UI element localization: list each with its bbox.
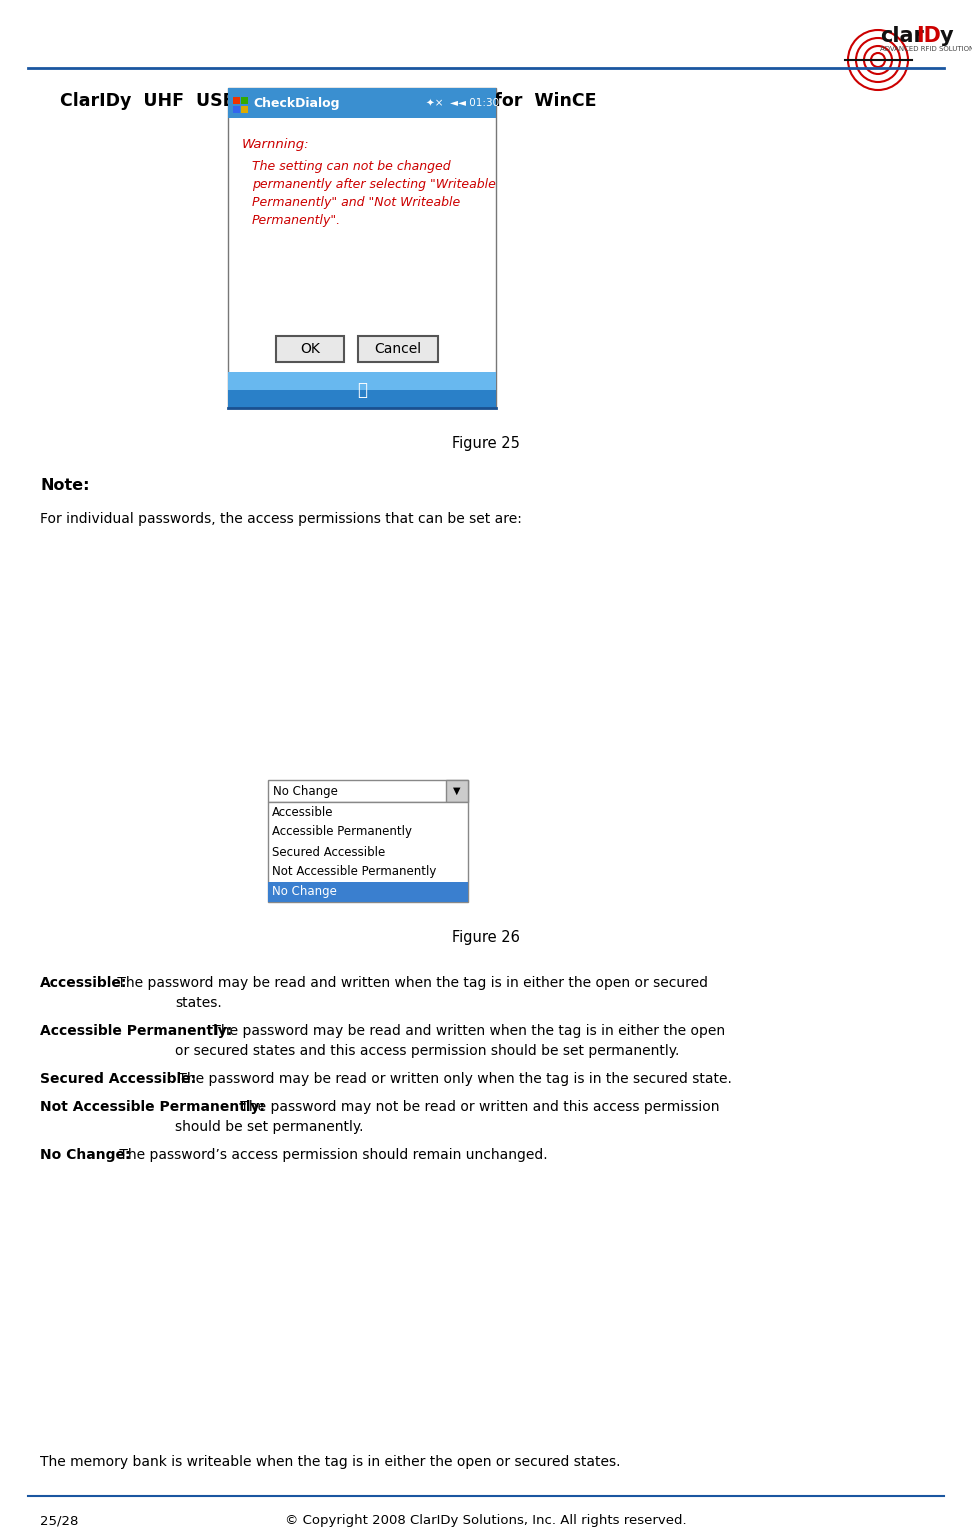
Text: ID: ID [916,26,941,46]
Text: No Change: No Change [273,785,338,797]
Text: or secured states and this access permission should be set permanently.: or secured states and this access permis… [175,1044,679,1058]
Bar [268,882,468,902]
Text: OK: OK [300,343,320,356]
Bar [446,780,468,802]
Text: ClarIDy  UHF  USB  Reader  Demo  Program  for  WinCE: ClarIDy UHF USB Reader Demo Program for … [60,92,597,111]
Text: Figure 25: Figure 25 [452,436,520,452]
Text: The password may be read and written when the tag is in either the open: The password may be read and written whe… [208,1025,725,1038]
Text: CheckDialog: CheckDialog [253,97,339,109]
Text: ✦×  ◄◄ 01:30: ✦× ◄◄ 01:30 [426,98,500,108]
Text: states.: states. [175,995,222,1011]
Text: 25/28: 25/28 [40,1514,79,1527]
Bar [268,780,468,802]
Bar [233,106,240,114]
Text: Figure 26: Figure 26 [452,929,520,945]
Text: No Change: No Change [272,885,337,899]
Text: Accessible: Accessible [272,805,333,819]
Text: Cancel: Cancel [374,343,422,356]
Text: ⌸: ⌸ [357,381,367,399]
Text: Not Accessible Permanently: Not Accessible Permanently [272,865,436,879]
Bar [233,97,240,104]
Text: For individual passwords, the access permissions that can be set are:: For individual passwords, the access per… [40,511,522,525]
Text: Note:: Note: [40,478,89,493]
Text: Accessible:: Accessible: [40,975,127,991]
Bar [268,802,468,902]
Bar [241,97,248,104]
Text: Accessible Permanently: Accessible Permanently [272,825,412,839]
Text: ADVANCED RFID SOLUTIONS: ADVANCED RFID SOLUTIONS [880,46,972,52]
Text: No Change:: No Change: [40,1147,130,1163]
Text: ▼: ▼ [453,786,461,796]
FancyBboxPatch shape [276,336,344,362]
Text: The setting can not be changed
permanently after selecting "Writeable
Permanentl: The setting can not be changed permanent… [252,160,496,227]
Text: The password may be read or written only when the tag is in the secured state.: The password may be read or written only… [174,1072,732,1086]
Text: © Copyright 2008 ClarIDy Solutions, Inc. All rights reserved.: © Copyright 2008 ClarIDy Solutions, Inc.… [285,1514,687,1527]
Text: y: y [940,26,954,46]
Bar [228,88,496,118]
Text: Not Accessible Permanently:: Not Accessible Permanently: [40,1100,265,1114]
Bar [228,390,496,409]
Text: clar: clar [880,26,923,46]
Bar [228,372,496,390]
Text: The password may be read and written when the tag is in either the open or secur: The password may be read and written whe… [113,975,708,991]
Text: Secured Accessible: Secured Accessible [272,845,385,859]
Bar [241,106,248,114]
Bar [228,88,496,409]
Text: The password’s access permission should remain unchanged.: The password’s access permission should … [115,1147,547,1163]
FancyBboxPatch shape [358,336,438,362]
Text: The password may not be read or written and this access permission: The password may not be read or written … [236,1100,719,1114]
Text: The memory bank is writeable when the tag is in either the open or secured state: The memory bank is writeable when the ta… [40,1455,620,1468]
Text: Warnning:: Warnning: [242,138,310,151]
Text: Accessible Permanently:: Accessible Permanently: [40,1025,232,1038]
Text: should be set permanently.: should be set permanently. [175,1120,364,1134]
Text: Secured Accessible:: Secured Accessible: [40,1072,196,1086]
